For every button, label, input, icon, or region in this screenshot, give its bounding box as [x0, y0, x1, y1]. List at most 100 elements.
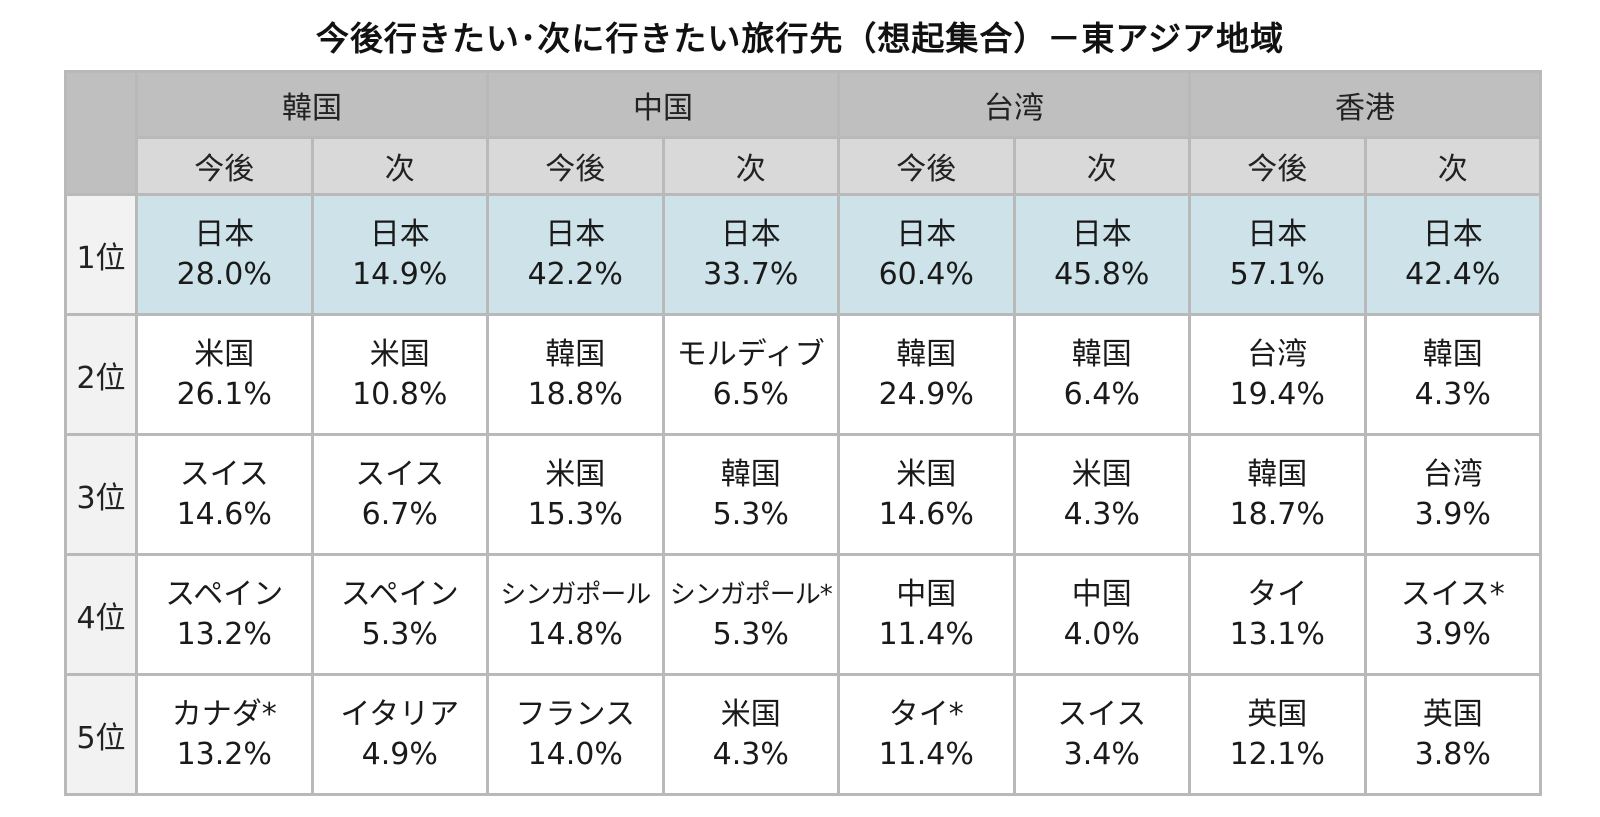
- percentage-value: 6.4%: [1063, 376, 1140, 412]
- table-cell: 米国 26.1%: [135, 313, 314, 436]
- rank-label: 5位: [64, 673, 138, 796]
- destination-name: 台湾: [1247, 336, 1308, 372]
- table-cell: 日本 57.1%: [1188, 193, 1367, 316]
- percentage-value: 42.2%: [527, 256, 623, 292]
- percentage-value: 4.3%: [712, 736, 789, 772]
- destination-name: 米国: [1071, 456, 1132, 492]
- region-header-row: 韓国 中国 台湾 香港: [64, 70, 1542, 196]
- table-row: 3位 スイス 14.6% スイス 6.7% 米国 15.3% 韓国 5.3% 米国 14.6% 米国 4…: [64, 433, 1542, 556]
- table-row: 4位 スペイン 13.2% スペイン 5.3% シンガポール 14.8% シンガポール* 5.3…: [64, 553, 1542, 676]
- sub-header: 今後: [135, 136, 314, 196]
- destination-name: 台湾: [1422, 456, 1483, 492]
- rank-label: 2位: [64, 313, 138, 436]
- table-cell: 台湾 3.9%: [1363, 433, 1542, 556]
- percentage-value: 3.4%: [1063, 736, 1140, 772]
- percentage-value: 15.3%: [527, 496, 623, 532]
- table-cell: 韓国 24.9%: [837, 313, 1016, 436]
- destination-name: スペイン: [165, 576, 284, 612]
- destination-name: タイ*: [888, 696, 964, 732]
- destination-name: 日本: [194, 216, 255, 252]
- destination-name: 日本: [720, 216, 781, 252]
- destination-name: 日本: [369, 216, 430, 252]
- percentage-value: 18.8%: [527, 376, 623, 412]
- destination-name: 日本: [1247, 216, 1308, 252]
- destination-name: 中国: [896, 576, 957, 612]
- percentage-value: 6.5%: [712, 376, 789, 412]
- destination-name: カナダ*: [171, 696, 277, 732]
- percentage-value: 13.1%: [1229, 616, 1325, 652]
- table-cell: スイス 3.4%: [1012, 673, 1191, 796]
- table-cell: 中国 11.4%: [837, 553, 1016, 676]
- destination-name: 日本: [545, 216, 606, 252]
- table-cell: 米国 14.6%: [837, 433, 1016, 556]
- destination-name: モルディブ: [676, 336, 825, 372]
- table-cell: 日本 28.0%: [135, 193, 314, 316]
- percentage-value: 3.8%: [1414, 736, 1491, 772]
- table-cell: 日本 42.2%: [486, 193, 665, 316]
- percentage-value: 12.1%: [1229, 736, 1325, 772]
- percentage-value: 10.8%: [352, 376, 448, 412]
- table-cell: スペイン 5.3%: [310, 553, 489, 676]
- sub-header: 今後: [1188, 136, 1367, 196]
- percentage-value: 24.9%: [878, 376, 974, 412]
- destination-name: 米国: [369, 336, 430, 372]
- destination-name: イタリア: [340, 696, 460, 732]
- table-cell: イタリア 4.9%: [310, 673, 489, 796]
- rank-label: 4位: [64, 553, 138, 676]
- sub-header: 次: [661, 136, 840, 196]
- sub-header: 今後: [486, 136, 665, 196]
- table-cell: 韓国 18.8%: [486, 313, 665, 436]
- destination-name: スイス: [179, 456, 269, 492]
- destination-name: スイス*: [1400, 576, 1505, 612]
- table-cell: 米国 4.3%: [1012, 433, 1191, 556]
- table-cell: タイ 13.1%: [1188, 553, 1367, 676]
- destination-name: 英国: [1247, 696, 1308, 732]
- table-body: 1位 日本 28.0% 日本 14.9% 日本 42.2% 日本 33.7% 日本 60.4% 日本 4…: [64, 193, 1542, 796]
- percentage-value: 5.3%: [361, 616, 438, 652]
- percentage-value: 18.7%: [1229, 496, 1325, 532]
- destination-name: 韓国: [1247, 456, 1308, 492]
- destination-name: 韓国: [1071, 336, 1132, 372]
- destination-name: 韓国: [896, 336, 957, 372]
- table-cell: モルディブ 6.5%: [661, 313, 840, 436]
- table-row: 2位 米国 26.1% 米国 10.8% 韓国 18.8% モルディブ 6.5% 韓国 24.9% 韓…: [64, 313, 1542, 436]
- percentage-value: 3.9%: [1414, 616, 1491, 652]
- percentage-value: 14.9%: [352, 256, 448, 292]
- percentage-value: 14.0%: [527, 736, 623, 772]
- destination-name: 英国: [1422, 696, 1483, 732]
- percentage-value: 33.7%: [703, 256, 799, 292]
- table-cell: 韓国 6.4%: [1012, 313, 1191, 436]
- table-cell: 韓国 18.7%: [1188, 433, 1367, 556]
- region-header-hongkong: 香港: [1188, 70, 1542, 139]
- percentage-value: 14.6%: [176, 496, 272, 532]
- destination-name: 米国: [896, 456, 957, 492]
- sub-header: 次: [1012, 136, 1191, 196]
- sub-header: 次: [1363, 136, 1542, 196]
- destination-name: 中国: [1071, 576, 1132, 612]
- percentage-value: 19.4%: [1229, 376, 1325, 412]
- table-cell: スペイン 13.2%: [135, 553, 314, 676]
- sub-header: 次: [310, 136, 489, 196]
- table-cell: 韓国 5.3%: [661, 433, 840, 556]
- rank-label: 1位: [64, 193, 138, 316]
- destination-name: スペイン: [340, 576, 459, 612]
- percentage-value: 26.1%: [176, 376, 272, 412]
- region-header-taiwan: 台湾: [837, 70, 1191, 139]
- table-row: 5位 カナダ* 13.2% イタリア 4.9% フランス 14.0% 米国 4.3% タイ* 11.…: [64, 673, 1542, 796]
- table-cell: タイ* 11.4%: [837, 673, 1016, 796]
- percentage-value: 13.2%: [176, 616, 272, 652]
- table-cell: フランス 14.0%: [486, 673, 665, 796]
- percentage-value: 60.4%: [878, 256, 974, 292]
- percentage-value: 42.4%: [1405, 256, 1501, 292]
- ranking-table: 韓国 中国 台湾 香港 今後 次 今後 次 今後 次 今後 次 1位 日本 28.0…: [64, 70, 1542, 796]
- region-header-korea: 韓国: [135, 70, 489, 139]
- table-cell: 米国 10.8%: [310, 313, 489, 436]
- table-row: 1位 日本 28.0% 日本 14.9% 日本 42.2% 日本 33.7% 日本 60.4% 日本 4…: [64, 193, 1542, 316]
- destination-name: タイ: [1247, 576, 1308, 612]
- destination-name: スイス: [355, 456, 445, 492]
- percentage-value: 3.9%: [1414, 496, 1491, 532]
- region-header-china: 中国: [486, 70, 840, 139]
- corner-cell: [64, 70, 138, 196]
- percentage-value: 5.3%: [712, 616, 789, 652]
- table-cell: シンガポール 14.8%: [486, 553, 665, 676]
